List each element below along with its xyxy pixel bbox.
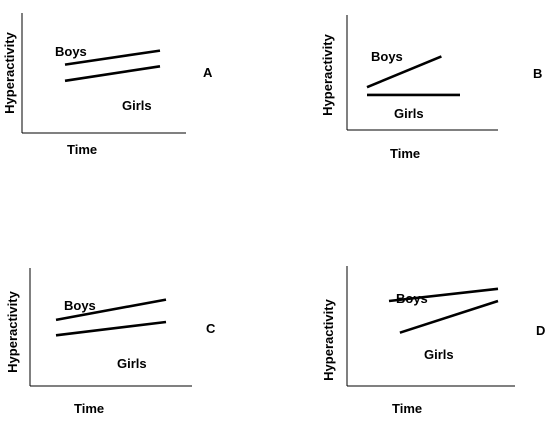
panel-a-girls-line	[64, 65, 161, 83]
panel-b-girls-label: Girls	[394, 106, 424, 121]
panel-d-plot-area	[388, 287, 499, 334]
panel-b: Hyperactivity Time Boys Girls B	[320, 15, 542, 161]
panel-c-girls-label: Girls	[117, 356, 147, 371]
panel-c-plot-area	[55, 298, 167, 337]
panel-c-x-axis-label: Time	[74, 401, 104, 416]
panel-c-girls-line	[55, 320, 167, 337]
panel-d-letter: D	[536, 323, 545, 338]
panel-d-girls-line	[399, 299, 499, 334]
panel-a-x-axis-label: Time	[67, 142, 97, 157]
panel-a-boys-line	[64, 49, 161, 66]
panel-a: Hyperactivity Time Boys Girls A	[2, 13, 213, 157]
panel-d-boys-label: Boys	[396, 291, 428, 306]
panel-d-y-axis-label: Hyperactivity	[321, 298, 336, 380]
panel-c-boys-label: Boys	[64, 298, 96, 313]
panel-c-boys-line	[55, 298, 167, 322]
panel-a-plot-area	[64, 49, 161, 83]
panel-c-letter: C	[206, 321, 216, 336]
panel-a-letter: A	[203, 65, 213, 80]
panel-d-x-axis-label: Time	[392, 401, 422, 416]
panel-d-girls-label: Girls	[424, 347, 454, 362]
panel-c: Hyperactivity Time Boys Girls C	[5, 268, 216, 416]
panel-a-boys-label: Boys	[55, 44, 87, 59]
panel-b-boys-label: Boys	[371, 49, 403, 64]
panel-d-boys-line	[388, 287, 499, 303]
panel-c-y-axis-label: Hyperactivity	[5, 290, 20, 372]
panel-b-letter: B	[533, 66, 542, 81]
panel-b-y-axis-label: Hyperactivity	[320, 33, 335, 115]
panel-a-y-axis-label: Hyperactivity	[2, 31, 17, 113]
panel-b-plot-area	[366, 55, 460, 97]
panel-a-girls-label: Girls	[122, 98, 152, 113]
panel-d: Hyperactivity Time Boys Girls D	[321, 266, 545, 416]
panel-b-x-axis-label: Time	[390, 146, 420, 161]
panel-b-boys-line	[366, 55, 442, 89]
